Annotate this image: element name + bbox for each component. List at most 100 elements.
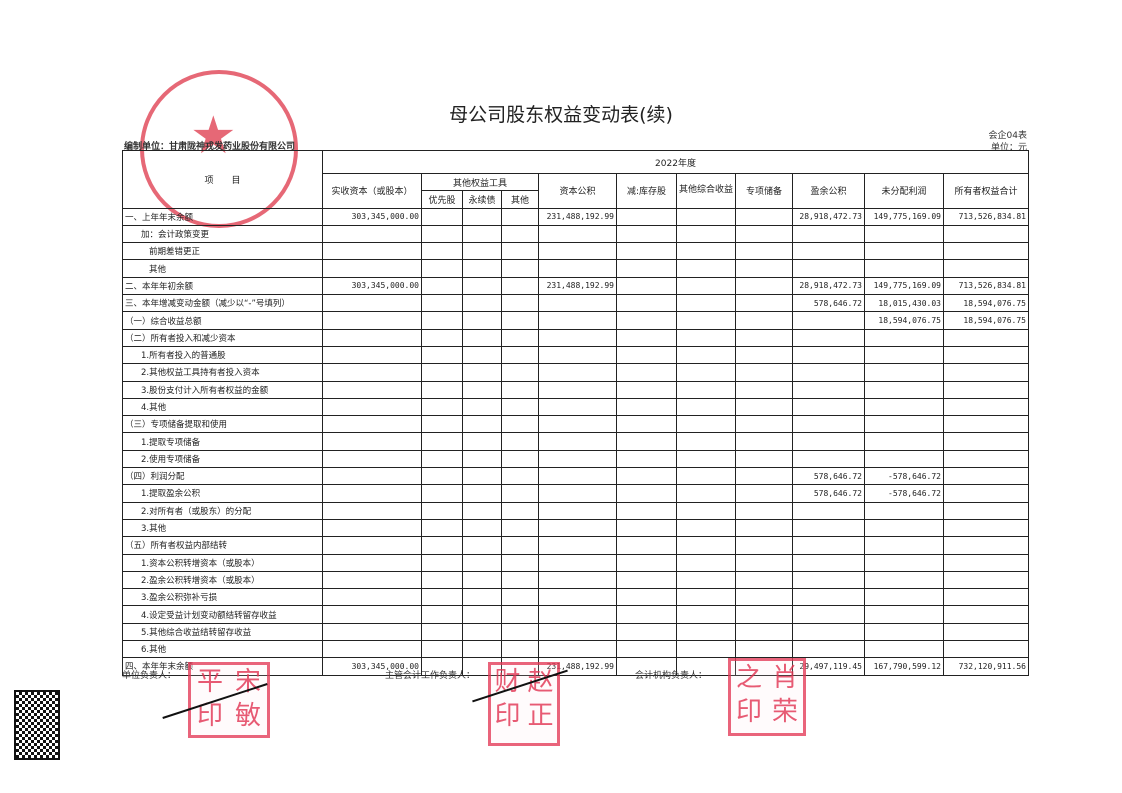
cell-value [864,415,944,434]
table-row: 1.提取专项储备 [122,432,1029,451]
header-item: 项 目 [122,150,323,209]
table-row: 一、上年年末余额 303,345,000.00 231,488,192.99 28,9… [122,207,1029,226]
header-capital-reserve: 资本公积 [538,173,617,209]
cell-value [792,553,865,572]
cell-value [538,397,617,417]
cell-value [864,501,944,520]
cell-value [676,380,736,399]
cell-value [864,259,944,278]
cell-value [616,622,677,642]
row-label: （二）所有者投入和减少资本 [122,328,323,347]
cell-value [421,605,463,624]
cell-value [735,415,793,434]
seal-unit-head: 平宋印敏 [188,662,270,738]
cell-value: 231,488,192.99 [538,207,617,226]
cell-value [943,328,1029,347]
cell-value [792,397,865,417]
cell-value [864,432,944,451]
cell-value [462,397,502,417]
cell-value: 18,594,076.75 [864,311,944,330]
cell-value [501,311,539,330]
cell-value [538,345,617,365]
row-label: 四、本年年末余额 [122,657,323,676]
cell-value: 231,488,192.99 [538,276,617,296]
cell-value [864,224,944,244]
cell-value [462,467,502,486]
cell-value [462,380,502,399]
cell-value [462,588,502,607]
unit-head-label: 单位负责人： [122,671,177,681]
cell-value [943,397,1029,417]
cell-value [676,294,736,313]
cell-value [616,432,677,451]
cell-value [538,311,617,330]
cell-value [735,536,793,555]
cell-value [616,380,677,399]
cell-value [501,518,539,538]
row-label: （一）综合收益总额 [122,311,323,330]
row-label: 4.设定受益计划变动额结转留存收益 [122,605,323,624]
cell-value [676,363,736,382]
cell-value [501,588,539,607]
cell-value [462,224,502,244]
cell-value [462,345,502,365]
cell-value [864,570,944,590]
cell-value: -578,646.72 [864,484,944,503]
cell-value: 303,345,000.00 [322,207,422,226]
cell-value [676,207,736,226]
cell-value [421,484,463,503]
cell-value [943,536,1029,555]
cell-value [735,622,793,642]
cell-value [462,536,502,555]
cell-value: 713,526,834.81 [943,276,1029,296]
cell-value [501,570,539,590]
cell-value [676,449,736,469]
cell-value [735,570,793,590]
cell-value [538,605,617,624]
cell-value [421,501,463,520]
row-label: 3.股份支付计入所有者权益的金额 [122,380,323,399]
cell-value [864,536,944,555]
table-row: （二）所有者投入和减少资本 [122,328,1029,347]
row-label: （四）利润分配 [122,467,323,486]
cell-value [421,259,463,278]
cell-value [676,328,736,347]
cell-value [864,605,944,624]
cell-value [792,622,865,642]
cell-value [462,484,502,503]
cell-value [735,242,793,261]
table-row: 2.使用专项储备 [122,449,1029,469]
cell-value [864,380,944,399]
cell-value [792,328,865,347]
cell-value [501,467,539,486]
cell-value [421,363,463,382]
cell-value [501,397,539,417]
header-other-equity: 其他权益工具 [421,172,539,192]
cell-value [676,640,736,659]
header-special: 专项储备 [735,173,793,209]
cell-value [322,622,422,642]
header-oci: 其他综合收益 [676,173,736,209]
cell-value [616,536,677,555]
cell-value [538,432,617,451]
cell-value [322,294,422,313]
cell-value [421,328,463,347]
cell-value [538,224,617,244]
cell-value [943,553,1029,572]
cell-value [792,501,865,520]
cell-value [501,432,539,451]
cell-value [322,467,422,486]
cell-value [322,242,422,261]
seal-char: 肖 [771,663,798,693]
header-preferred: 优先股 [421,190,463,209]
cell-value: 28,918,472.73 [792,207,865,226]
cell-value [616,605,677,624]
row-label: 2.其他权益工具持有者投入资本 [122,363,323,382]
cell-value [616,501,677,520]
cell-value [501,328,539,347]
cell-value [538,449,617,469]
cell-value: 732,120,911.56 [943,657,1029,676]
cell-value [421,415,463,434]
cell-value [616,345,677,365]
